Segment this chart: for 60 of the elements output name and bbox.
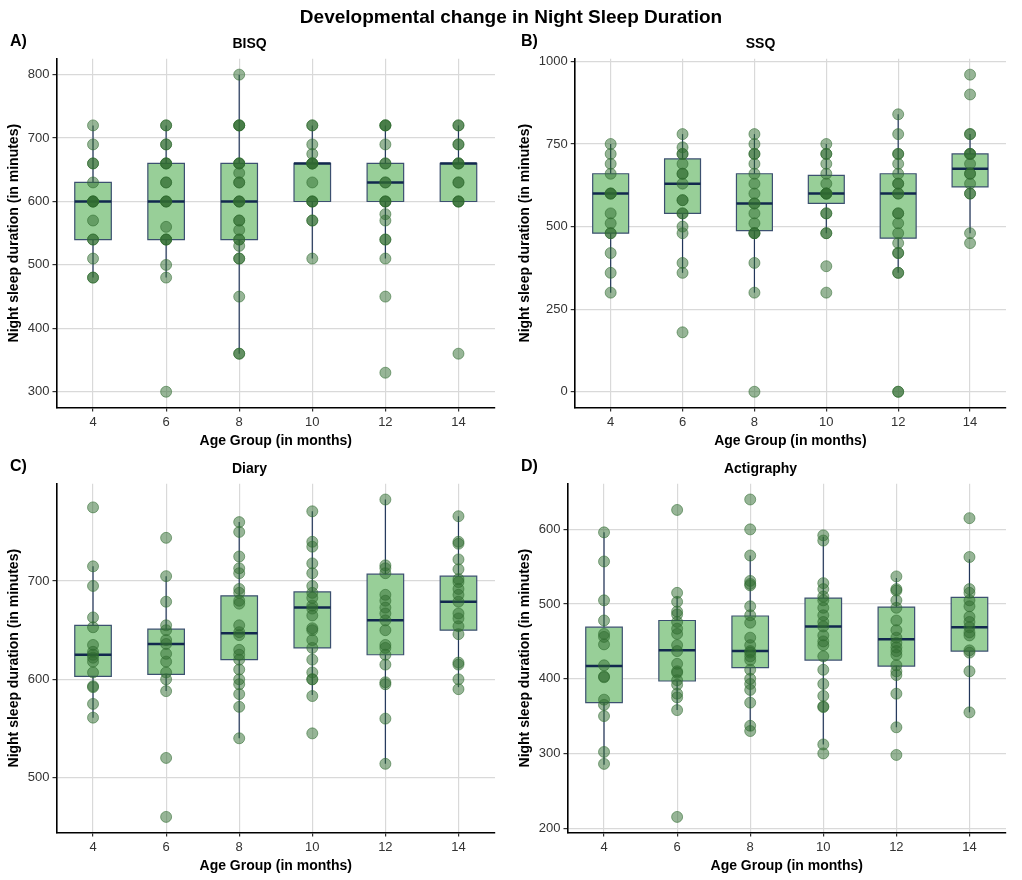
x-tick-label: 4	[89, 838, 97, 854]
y-tick-label: 200	[538, 819, 561, 835]
x-axis-title: Age Group (in months)	[199, 432, 352, 449]
y-tick-label: 750	[546, 135, 568, 151]
chart-subtitle: SSQ	[745, 35, 776, 52]
y-tick-label: 500	[546, 218, 568, 234]
y-tick-label: 300	[27, 383, 50, 399]
text: B)	[521, 32, 538, 50]
x-tick-label: 12	[378, 413, 393, 429]
y-tick-label: 600	[27, 193, 50, 209]
y-tick-label: 800	[27, 66, 50, 82]
y-tick-label: 500	[27, 769, 50, 785]
x-tick-label: 14	[962, 413, 978, 429]
text: D)	[521, 457, 538, 475]
y-tick-label: 250	[546, 300, 568, 316]
x-tick-label: 6	[673, 838, 681, 854]
x-tick-label: 14	[962, 838, 977, 854]
y-tick-label: 500	[27, 256, 50, 272]
x-tick-label: 8	[746, 838, 754, 854]
y-axis-title: Night sleep duration (in minutes)	[516, 548, 533, 768]
x-tick-label: 10	[305, 413, 320, 429]
x-tick-label: 6	[162, 838, 170, 854]
x-tick-label: 12	[890, 413, 906, 429]
x-tick-label: 14	[451, 838, 466, 854]
y-axis-title: Night sleep duration (in minutes)	[5, 548, 22, 768]
x-tick-label: 12	[889, 838, 904, 854]
chart-subtitle: Actigraphy	[723, 460, 798, 477]
x-tick-label: 8	[235, 838, 243, 854]
text: C)	[10, 457, 27, 475]
y-tick-label: 400	[27, 319, 50, 335]
y-tick-label: 700	[27, 129, 50, 145]
y-tick-label: 700	[27, 572, 50, 588]
x-tick-label: 6	[678, 413, 687, 429]
y-axis-title: Night sleep duration (in minutes)	[516, 123, 533, 343]
x-tick-label: 6	[162, 413, 170, 429]
x-tick-label: 8	[235, 413, 243, 429]
x-tick-label: 10	[816, 838, 831, 854]
chart-subtitle: Diary	[231, 460, 268, 477]
y-tick-label: 500	[538, 595, 561, 611]
y-tick-label: 300	[538, 745, 561, 761]
y-tick-label: 1000	[538, 53, 568, 69]
x-axis-title: Age Group (in months)	[710, 857, 863, 874]
text: A)	[10, 32, 27, 50]
chart-subtitle: BISQ	[232, 35, 267, 52]
x-tick-label: 14	[451, 413, 466, 429]
x-axis-title: Age Group (in months)	[714, 432, 867, 449]
x-tick-label: 4	[600, 838, 608, 854]
y-tick-label: 0	[560, 383, 568, 399]
y-tick-label: 600	[538, 520, 561, 536]
x-tick-label: 8	[750, 413, 759, 429]
x-tick-label: 4	[607, 413, 615, 429]
chart-title: Developmental change in Night Sleep Duration	[298, 5, 724, 29]
y-tick-label: 600	[27, 670, 50, 686]
x-tick-label: 10	[305, 838, 320, 854]
x-axis-title: Age Group (in months)	[199, 857, 352, 874]
y-tick-label: 400	[538, 670, 561, 686]
x-tick-label: 12	[378, 838, 393, 854]
y-axis-title: Night sleep duration (in minutes)	[5, 123, 22, 343]
x-tick-label: 4	[89, 413, 97, 429]
x-tick-label: 10	[819, 413, 834, 429]
